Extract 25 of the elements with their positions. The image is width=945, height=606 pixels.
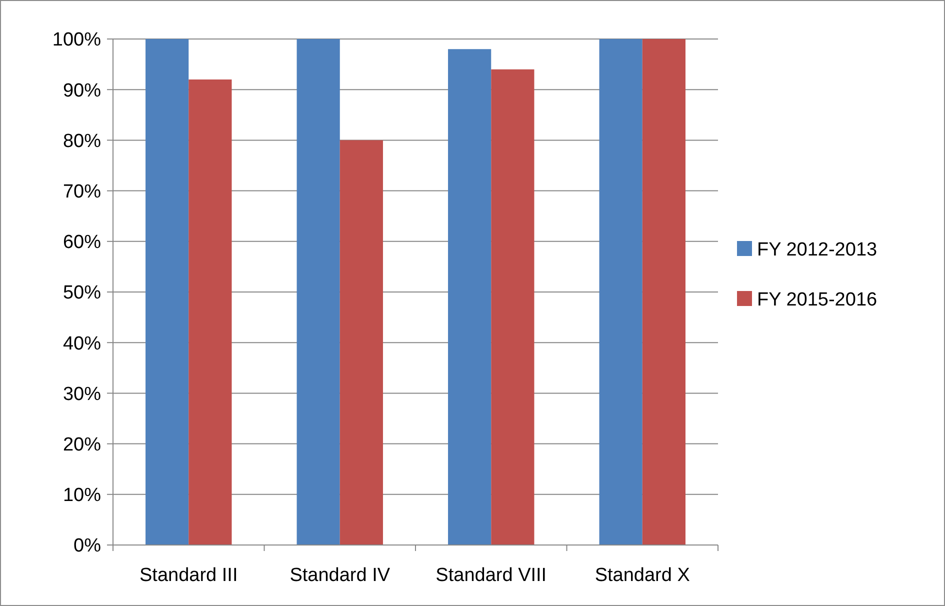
x-tick-label: Standard X (594, 565, 690, 586)
y-tick-label: 100% (52, 30, 102, 51)
bar (340, 140, 383, 545)
bar (296, 39, 340, 545)
y-tick-label: 40% (62, 333, 102, 354)
y-tick-label: 30% (62, 384, 102, 405)
bar (491, 69, 534, 545)
y-tick-label: 10% (62, 485, 102, 506)
y-tick-label: 50% (62, 282, 102, 304)
y-tick-label: 20% (62, 434, 102, 456)
bar (448, 49, 492, 545)
bar (146, 39, 189, 545)
y-tick-label: 70% (62, 181, 102, 202)
bar (642, 39, 686, 545)
y-tick-label: 90% (62, 80, 102, 102)
bar (599, 39, 642, 545)
x-tick-label: Standard III (140, 565, 238, 586)
x-tick-label: Standard VIII (436, 565, 547, 586)
y-tick-label: 80% (62, 130, 102, 152)
y-tick-label: 0% (74, 536, 102, 557)
legend-label: FY 2012-2013 (757, 240, 878, 261)
legend-label: FY 2015-2016 (757, 290, 878, 311)
y-tick-label: 60% (62, 232, 102, 254)
x-tick-label: Standard IV (290, 565, 390, 586)
bar (188, 79, 232, 545)
